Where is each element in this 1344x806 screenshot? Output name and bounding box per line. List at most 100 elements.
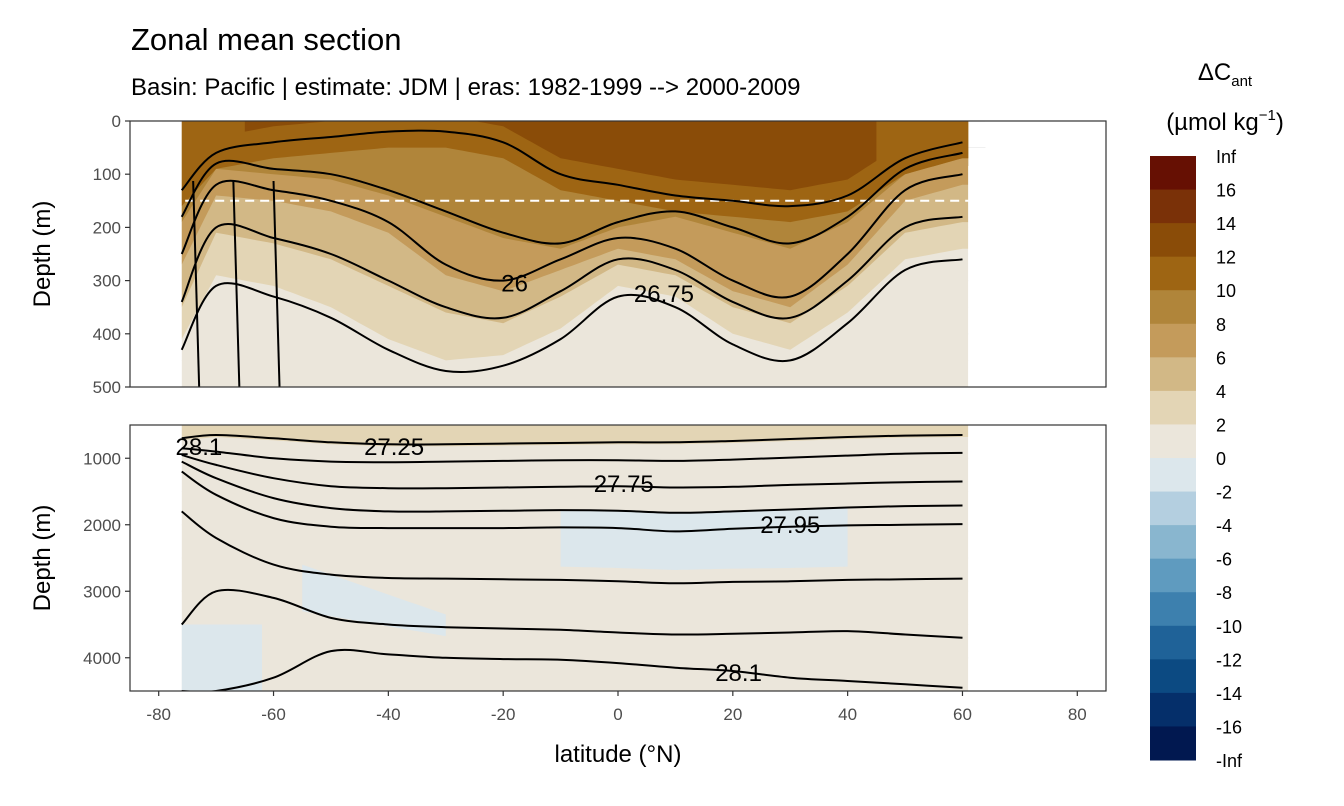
- legend-swatch: [1150, 491, 1196, 526]
- x-tick-label: 60: [953, 705, 972, 724]
- contour-label: 27.25: [364, 434, 424, 461]
- legend-break-label: 16: [1216, 181, 1236, 201]
- legend-swatch: [1150, 424, 1196, 459]
- no-data-mask: [968, 166, 1106, 387]
- upper-panel: [129, 120, 1107, 388]
- y-axis-title: Depth (m): [29, 505, 56, 612]
- y-tick-label: 400: [93, 325, 121, 344]
- x-tick-label: -60: [261, 705, 286, 724]
- legend-swatch: [1150, 558, 1196, 593]
- isopycnal-contour: [181, 453, 963, 490]
- data-field: [130, 121, 1106, 387]
- y-tick-label: 100: [93, 165, 121, 184]
- legend-break-label: Inf: [1216, 147, 1237, 167]
- data-field: [130, 425, 1106, 691]
- legend-break-label: 4: [1216, 382, 1226, 402]
- isopycnal-contour: [180, 258, 963, 374]
- legend-swatch: [1150, 189, 1196, 224]
- lower-panel: [129, 424, 1107, 692]
- y-tick-label: 200: [93, 218, 121, 237]
- legend-break-label: 0: [1216, 449, 1226, 469]
- no-data-mask: [968, 425, 1106, 691]
- legend-swatch: [1150, 659, 1196, 694]
- legend-swatch: [1150, 156, 1196, 191]
- y-tick-label: 300: [93, 272, 121, 291]
- y-tick-label: 4000: [83, 649, 121, 668]
- x-tick-label: 40: [838, 705, 857, 724]
- x-tick-label: -20: [491, 705, 516, 724]
- legend-swatch: [1150, 726, 1196, 761]
- contour-label: 26: [501, 270, 528, 297]
- isopycnal-contour: [180, 588, 963, 639]
- legend-swatch: [1150, 256, 1196, 291]
- isopycnal-contour: [181, 470, 963, 533]
- contour-label: 28.1: [715, 660, 762, 687]
- x-axis-title: latitude (°N): [555, 741, 682, 768]
- contour-labels: 26 26.75 28.1 27.25 27.75 27.95 28.1: [176, 270, 821, 687]
- x-tick-label: 20: [723, 705, 742, 724]
- y-tick-label: 1000: [83, 449, 121, 468]
- chart-subtitle: Basin: Pacific | estimate: JDM | eras: 1…: [131, 74, 801, 101]
- isopycnal-contour: [181, 460, 963, 514]
- x-tick-label: -80: [146, 705, 171, 724]
- legend-break-label: -14: [1216, 684, 1242, 704]
- x-tick-label: 0: [613, 705, 622, 724]
- legend-swatch: [1150, 390, 1196, 425]
- y-tick-label: 2000: [83, 516, 121, 535]
- isopycnal-contour: [232, 180, 241, 387]
- legend-break-label: -16: [1216, 717, 1242, 737]
- x-tick-label: 80: [1068, 705, 1087, 724]
- legend-swatch: [1150, 692, 1196, 727]
- legend-swatch: [1150, 290, 1196, 325]
- legend-break-label: 8: [1216, 315, 1226, 335]
- isopycnal-contour: [192, 180, 201, 387]
- isopycnal-contour: [181, 447, 963, 464]
- isopycnal-contour: [180, 151, 963, 245]
- legend-break-label: 2: [1216, 415, 1226, 435]
- isopycnal-contour: [181, 433, 963, 446]
- field-band-neg: [181, 624, 262, 691]
- y-axis-title: Depth (m): [29, 201, 56, 308]
- contour-label: 28.1: [176, 434, 223, 461]
- field-band-neg: [560, 507, 848, 570]
- y-tick-label: 3000: [83, 582, 121, 601]
- panel-border: [129, 120, 1107, 388]
- legend-break-label: -8: [1216, 583, 1232, 603]
- x-tick-label: -40: [376, 705, 401, 724]
- legend-break-label: 10: [1216, 281, 1236, 301]
- legend-break-label: -10: [1216, 617, 1242, 637]
- y-tick-label: 0: [112, 112, 121, 131]
- isopycnal-contour: [272, 180, 281, 387]
- legend-break-label: -Inf: [1216, 751, 1243, 771]
- legend-swatch: [1150, 223, 1196, 258]
- legend-break-label: 12: [1216, 248, 1236, 268]
- contour-label: 27.95: [760, 512, 820, 539]
- legend-break-label: -4: [1216, 516, 1232, 536]
- legend-swatch: [1150, 625, 1196, 660]
- isopycnal-contour: [181, 510, 963, 585]
- contour-label: 27.75: [594, 471, 654, 498]
- contour-label: 26.75: [634, 281, 694, 308]
- legend-break-label: 14: [1216, 214, 1236, 234]
- legend-break-label: 6: [1216, 348, 1226, 368]
- legend-swatch: [1150, 525, 1196, 560]
- no-data-mask: [130, 121, 182, 387]
- legend-swatch: [1150, 592, 1196, 627]
- no-data-mask: [985, 121, 1106, 166]
- y-tick-label: 500: [93, 378, 121, 397]
- legend-break-label: -2: [1216, 483, 1232, 503]
- colorbar-legend: ΔCant (µmol kg−1) Inf 16 14 12 10 8 6 4 2 0 -2 -4 -6 -8…: [1150, 59, 1284, 771]
- legend-swatch: [1150, 323, 1196, 358]
- no-data-mask: [130, 425, 182, 691]
- legend-units: (µmol kg−1): [1166, 107, 1284, 136]
- isopycnal-contour: [180, 129, 963, 208]
- legend-swatch: [1150, 357, 1196, 392]
- chart-title: Zonal mean section: [131, 22, 402, 57]
- legend-title: ΔCant: [1198, 59, 1253, 90]
- isopycnal-contour: [180, 215, 963, 320]
- field-band-12-14: [244, 121, 877, 191]
- legend-swatch: [1150, 458, 1196, 493]
- field-band-2-4: [181, 425, 969, 447]
